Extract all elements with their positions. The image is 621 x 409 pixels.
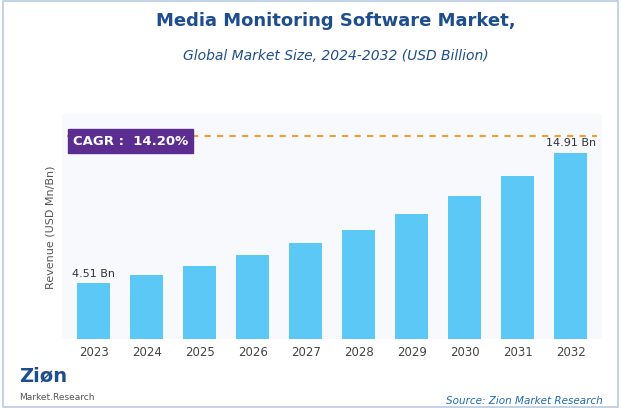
Bar: [289, 244, 322, 339]
Bar: [78, 283, 111, 339]
Text: Market.Research: Market.Research: [19, 392, 94, 401]
Text: 14.91 Bn: 14.91 Bn: [545, 138, 596, 148]
Text: 4.51 Bn: 4.51 Bn: [73, 268, 116, 278]
Bar: [396, 215, 428, 339]
Bar: [554, 153, 587, 339]
Text: Source: Zion Market Research: Source: Zion Market Research: [446, 395, 602, 405]
Bar: [448, 197, 481, 339]
Bar: [130, 275, 163, 339]
Bar: [342, 230, 375, 339]
Bar: [237, 256, 270, 339]
Text: Global Market Size, 2024-2032 (USD Billion): Global Market Size, 2024-2032 (USD Billi…: [183, 49, 488, 63]
Bar: [501, 177, 534, 339]
Y-axis label: Revenue (USD Mn/Bn): Revenue (USD Mn/Bn): [45, 165, 55, 289]
Text: CAGR :  14.20%: CAGR : 14.20%: [73, 135, 188, 148]
Text: Ziøn: Ziøn: [19, 366, 66, 384]
Bar: [183, 266, 216, 339]
Text: Media Monitoring Software Market,: Media Monitoring Software Market,: [155, 12, 515, 30]
